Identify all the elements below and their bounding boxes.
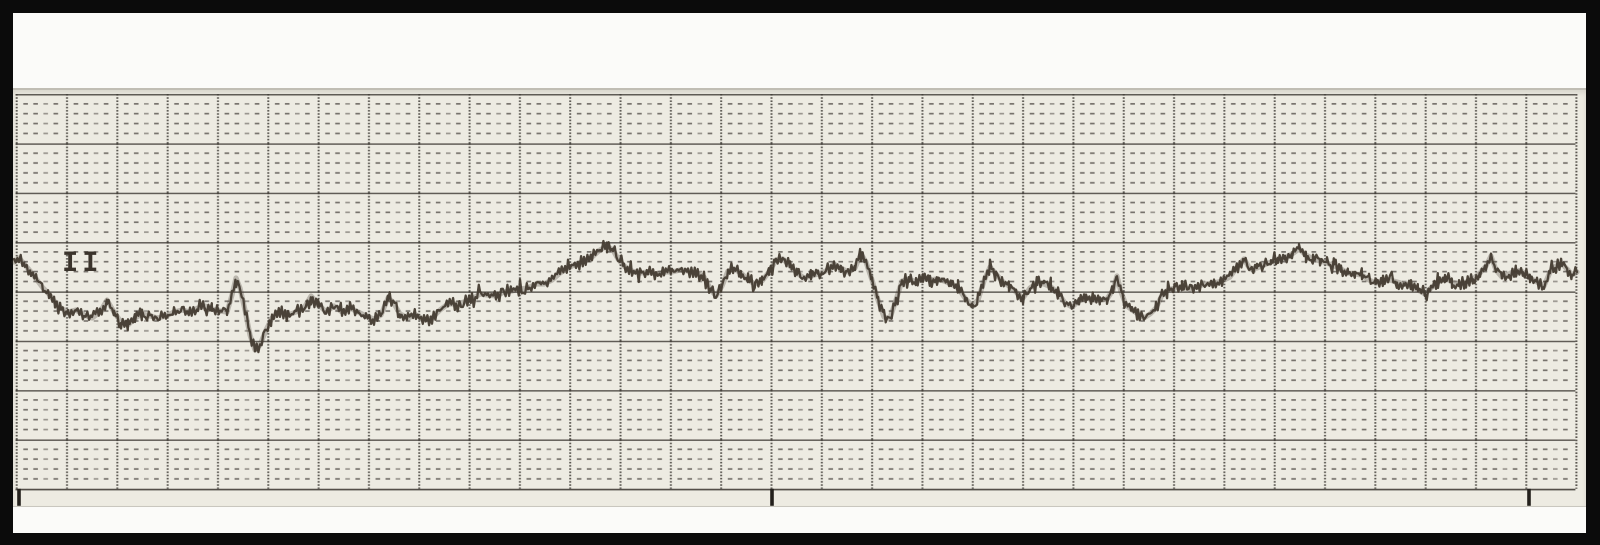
lead-label: II — [62, 247, 103, 278]
